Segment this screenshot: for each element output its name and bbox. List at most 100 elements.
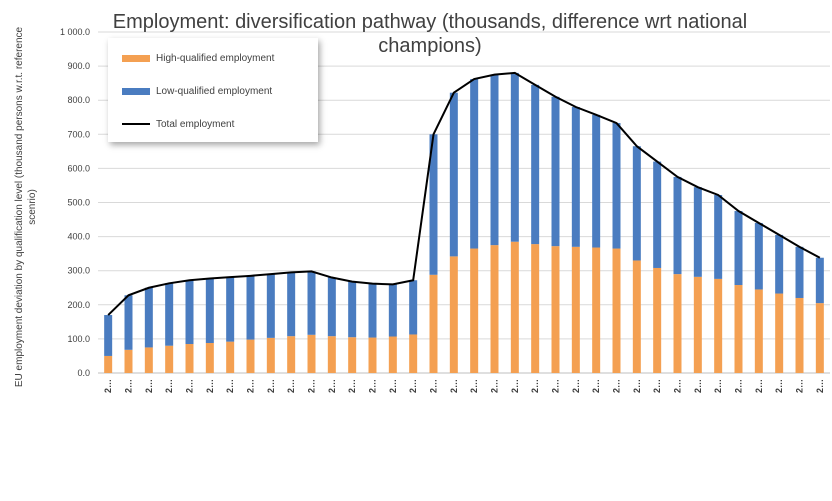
x-tick-label: 2… [693,379,703,393]
bar-segment [795,297,804,373]
bar-segment [795,246,804,298]
y-tick-label: 100.0 [67,334,90,344]
bar-segment [815,303,824,373]
bar-segment [510,241,519,373]
bar-segment [754,222,763,290]
bar-segment [815,257,824,304]
y-tick-label: 400.0 [67,232,90,242]
x-tick-label: 2… [205,379,215,393]
x-tick-label: 2… [307,379,317,393]
bar-segment [409,334,418,373]
chart-title: Employment: diversification pathway (tho… [112,11,748,57]
bar-segment [165,283,174,346]
bar-segment [104,355,113,373]
x-tick-label: 2… [368,379,378,393]
legend: High-qualified employment Low-qualified e… [108,38,318,142]
bar-segment [104,315,113,356]
x-tick-label: 2… [225,379,235,393]
x-tick-label: 2… [124,379,134,393]
x-tick-label: 2… [429,379,439,393]
bar-segment [592,247,601,373]
x-tick-label: 2… [754,379,764,393]
bar-segment [551,96,560,247]
x-tick-label: 2… [734,379,744,393]
bar-segment [673,176,682,275]
bar-segment [266,274,275,338]
x-tick-label: 2… [246,379,256,393]
y-tick-label: 800.0 [67,95,90,105]
bar-segment [348,337,357,373]
bar-segment [348,281,357,338]
legend-swatch [122,123,150,125]
bar-segment [592,114,601,248]
bar-segment [144,287,153,348]
bar-segment [571,107,580,247]
x-tick-label: 2… [185,379,195,393]
bar-segment [307,271,316,335]
bar-segment [185,344,194,373]
bar-segment [775,234,784,294]
y-tick-label: 500.0 [67,198,90,208]
bar-segment [368,337,377,373]
bar-segment [734,285,743,373]
bar-segment [714,194,723,279]
x-tick-label: 2… [530,379,540,393]
bar-segment [734,211,743,286]
x-tick-label: 2… [612,379,622,393]
x-tick-label: 2… [673,379,683,393]
x-tick-label: 2… [591,379,601,393]
bar-segment [653,161,662,268]
y-axis-label: EU employment deviation by qualification… [14,26,38,388]
bar-segment [185,280,194,345]
x-tick-label: 2… [632,379,642,393]
y-tick-label: 300.0 [67,266,90,276]
bar-segment [612,248,621,373]
legend-entry: Low-qualified employment [122,84,272,98]
legend-entry: High-qualified employment [122,51,274,65]
x-tick-label: 2… [286,379,296,393]
y-tick-label: 200.0 [67,300,90,310]
bar-segment [510,72,519,242]
bar-segment [531,244,540,373]
bar-segment [388,284,397,337]
x-tick-label: 2… [347,379,357,393]
x-tick-label: 2… [551,379,561,393]
bar-segment [653,267,662,373]
bar-segment [714,278,723,373]
y-tick-label: 0.0 [77,368,90,378]
bar-segment [287,272,296,337]
x-tick-label: 2… [490,379,500,393]
bar-segment [124,295,133,350]
x-tick-label: 2… [795,379,805,393]
bar-segment [693,276,702,373]
bar-segment [246,339,255,373]
bar-segment [429,274,438,373]
bar-segment [124,349,133,373]
bar-segment [632,146,641,261]
x-tick-label: 2… [652,379,662,393]
bar-segment [449,92,458,257]
bar-segment [388,336,397,373]
x-tick-label: 2… [327,379,337,393]
x-tick-label: 2… [164,379,174,393]
bar-segment [470,248,479,373]
bar-segment [246,275,255,340]
legend-swatch [122,87,150,95]
x-tick-label: 2… [449,379,459,393]
bar-segment [266,337,275,373]
bar-segment [490,74,499,246]
y-tick-label: 700.0 [67,129,90,139]
x-tick-label: 2… [266,379,276,393]
bar-segment [205,342,214,373]
bar-segment [490,245,499,373]
bar-segment [226,277,235,342]
bar-segment [205,278,214,343]
bar-segment [429,134,438,275]
x-tick-label: 2… [388,379,398,393]
bar-segment [551,246,560,373]
bar-segment [165,345,174,373]
bar-segment [754,289,763,373]
bar-segment [673,274,682,373]
